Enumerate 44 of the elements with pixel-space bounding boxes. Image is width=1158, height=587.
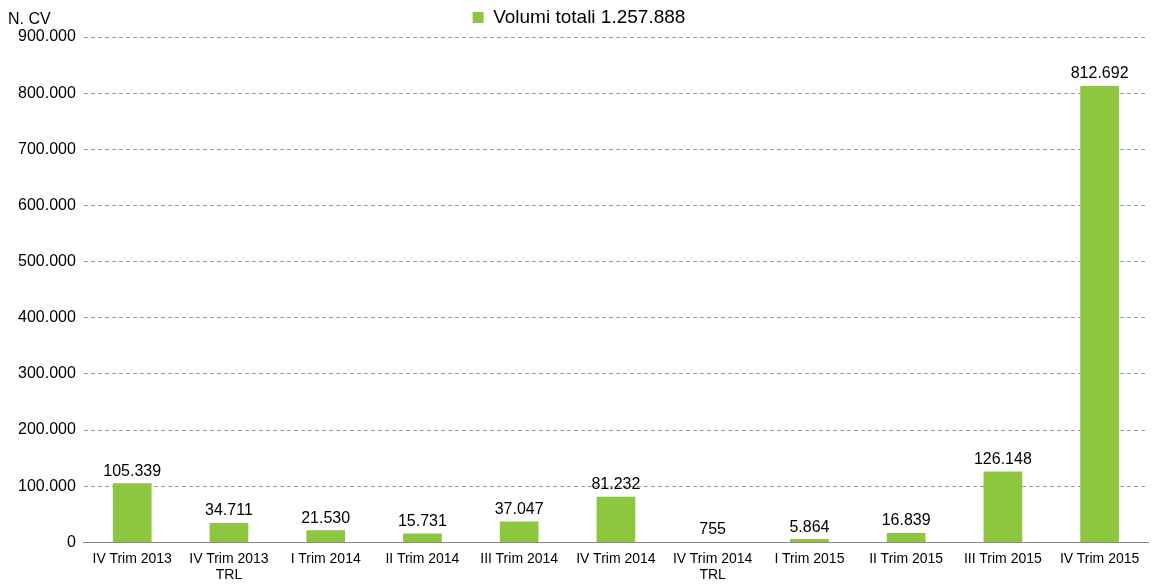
y-tick-label: 500.000 [17,252,76,270]
y-tick-label: 300.000 [17,364,76,382]
y-tick-label: 200.000 [17,420,76,438]
x-tick-label: II Trim 2015 [869,549,944,566]
bar [983,471,1023,542]
x-tick-label: IV Trim 2015 [1059,549,1140,566]
x-tick-label: IV Trim 2014 [576,549,656,566]
bar [403,533,442,542]
data-label: 81.232 [591,475,641,493]
bar [790,539,829,542]
x-tick-label: I Trim 2015 [774,549,845,566]
data-label: 16.839 [881,511,931,529]
y-tick-label: 700.000 [17,139,76,157]
legend-label: Volumi totali 1.257.888 [493,5,686,27]
x-tick-label: III Trim 2014 [480,549,559,566]
x-tick-label: III Trim 2015 [963,549,1042,566]
bar [886,532,926,542]
y-tick-label: 0 [66,532,76,550]
x-tick-label: IV Trim 2014 TRL [672,549,753,583]
data-label: 21.530 [301,508,351,526]
data-label: 15.731 [397,511,447,529]
x-tick-label: II Trim 2014 [385,549,460,566]
x-tick-label: IV Trim 2013 [92,549,173,566]
data-label: 5.864 [789,517,830,535]
y-tick-label: 100.000 [17,476,76,494]
data-label: 34.711 [205,501,253,519]
y-axis-title: N. CV [8,10,51,28]
data-label: 812.692 [1070,64,1129,82]
y-tick-label: 800.000 [17,83,76,101]
data-label: 755 [699,520,727,538]
bar [1080,86,1119,542]
y-tick-label: 900.000 [17,27,76,45]
y-tick-label: 600.000 [17,195,76,213]
data-label: 105.339 [103,461,162,479]
y-tick-label: 400.000 [17,308,76,326]
bar [306,530,346,542]
bar [499,521,539,542]
bar [596,496,636,542]
bar [112,483,152,542]
data-label: 126.148 [973,449,1032,467]
bar [209,522,249,542]
x-tick-label: I Trim 2014 [290,549,361,566]
x-tick-label: IV Trim 2013 TRL [189,549,269,583]
data-label: 37.047 [494,500,544,517]
